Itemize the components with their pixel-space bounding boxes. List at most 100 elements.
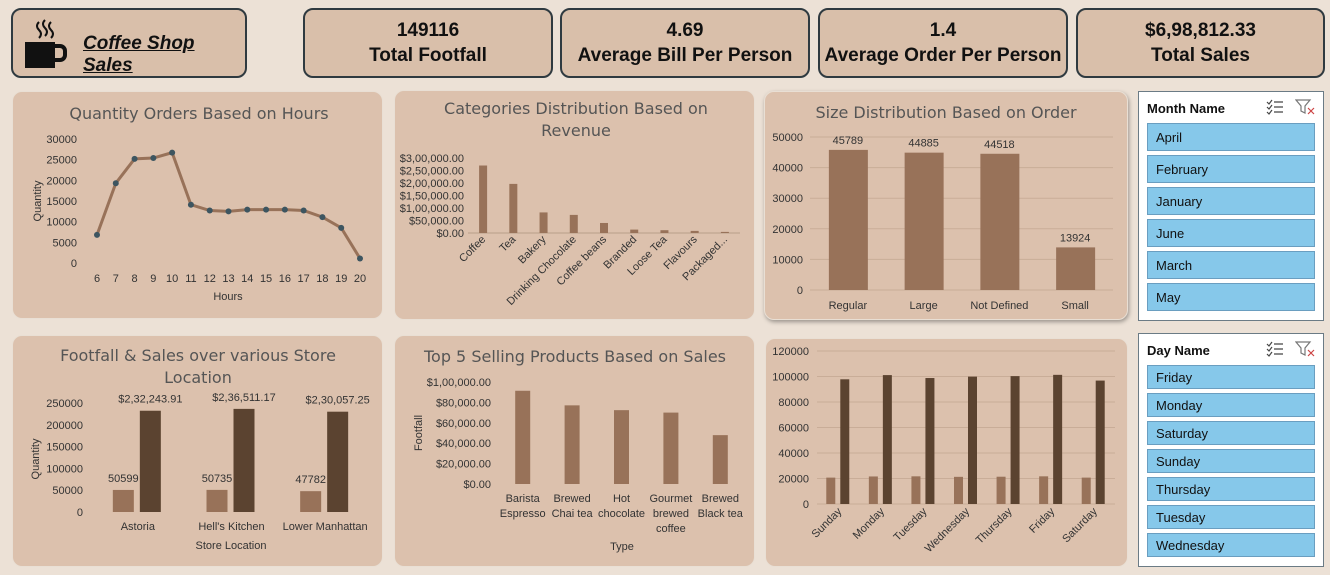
x-tick-label: 14 <box>241 273 253 285</box>
x-tick-label: Espresso <box>500 508 546 520</box>
clear-filter-icon[interactable] <box>1295 340 1315 358</box>
y-tick-label: $2,50,000.00 <box>400 166 464 178</box>
chart-title: Location <box>164 368 232 387</box>
slicer-item[interactable]: Tuesday <box>1147 505 1315 529</box>
y-tick-label: 40000 <box>778 448 809 460</box>
x-tick-label: Black tea <box>698 508 744 520</box>
kpi-card-footfall: 149116 Total Footfall <box>303 8 553 78</box>
x-axis-title: Store Location <box>196 540 267 552</box>
data-label: $2,32,243.91 <box>118 394 182 406</box>
data-point <box>357 255 363 262</box>
bar <box>614 410 629 484</box>
month-slicer: Month Name April February January June March… <box>1138 91 1324 321</box>
bar <box>233 408 255 512</box>
bar <box>1081 477 1091 504</box>
data-label: 45789 <box>833 135 864 147</box>
data-label: 13924 <box>1060 232 1091 244</box>
y-axis-title: Quantity <box>32 180 44 221</box>
bar <box>112 489 134 512</box>
slicer-item[interactable]: Monday <box>1147 393 1315 417</box>
bar <box>826 477 836 504</box>
stores-bar-chart: Footfall & Sales over various Store Locat… <box>30 346 370 552</box>
chart-title: Top 5 Selling Products Based on Sales <box>423 347 726 366</box>
bar <box>968 376 977 504</box>
day-slicer: Day Name Friday Monday Saturday Sunday Thurs… <box>1138 333 1324 567</box>
slicer-item[interactable]: February <box>1147 155 1315 183</box>
bar <box>300 491 322 512</box>
y-tick-label: 50000 <box>52 485 83 497</box>
chart-panel-hours[interactable]: Quantity Orders Based on Hours 0 5000 10000… <box>12 91 383 319</box>
x-tick-label: Monday <box>851 505 888 542</box>
sizes-bar-chart: Size Distribution Based on Order 0 10000 20… <box>772 103 1113 312</box>
bar <box>327 411 349 512</box>
kpi-card-total-sales: $6,98,812.33 Total Sales <box>1076 8 1325 78</box>
bar <box>720 231 729 233</box>
x-tick-label: Gourmet <box>650 493 693 505</box>
slicer-item[interactable]: Wednesday <box>1147 533 1315 557</box>
data-point <box>338 224 345 231</box>
slicer-item[interactable]: April <box>1147 123 1315 151</box>
slicer-item[interactable]: Saturday <box>1147 421 1315 445</box>
y-tick-label: 0 <box>77 507 83 519</box>
series-line <box>95 150 362 260</box>
y-tick-label: 100000 <box>46 463 83 475</box>
x-tick-label: Tea <box>497 233 519 255</box>
bar <box>828 149 868 290</box>
bar <box>139 410 161 512</box>
multi-select-icon[interactable] <box>1265 98 1285 116</box>
bar <box>980 153 1020 290</box>
x-tick-label: 17 <box>298 273 310 285</box>
multi-select-icon[interactable] <box>1265 340 1285 358</box>
x-tick-label: 6 <box>94 273 100 285</box>
kpi-label: Total Sales <box>1151 45 1250 66</box>
x-tick-label: Brewed <box>702 493 739 505</box>
hours-line-chart: Quantity Orders Based on Hours 0 5000 10000… <box>32 104 366 303</box>
y-axis-title: Quantity <box>30 438 42 479</box>
bar <box>904 152 944 290</box>
clear-filter-icon[interactable] <box>1295 98 1315 116</box>
y-tick-label: 250000 <box>46 398 83 410</box>
slicer-item[interactable]: Friday <box>1147 365 1315 389</box>
x-tick-label: Large <box>910 300 938 312</box>
y-tick-label: 150000 <box>46 442 83 454</box>
x-tick-label: Tuesday <box>892 505 930 543</box>
slicer-item[interactable]: Sunday <box>1147 449 1315 473</box>
bar <box>660 230 669 233</box>
bar <box>1039 476 1049 504</box>
y-tick-label: 20000 <box>46 175 77 187</box>
x-tick-label: Saturday <box>1060 505 1100 545</box>
x-axis-title: Hours <box>213 291 243 303</box>
y-tick-label: 5000 <box>53 237 77 249</box>
chart-panel-stores[interactable]: Footfall & Sales over various Store Locat… <box>12 335 383 567</box>
chart-panel-weekdays[interactable]: 0 20000 40000 60000 80000 100000 120000 Sunday M… <box>765 338 1128 567</box>
kpi-label: Average Order Per Person <box>824 45 1062 66</box>
chart-title: Revenue <box>541 121 611 140</box>
x-tick-label: Regular <box>829 300 868 312</box>
y-tick-label: 20000 <box>772 224 803 236</box>
chart-panel-sizes[interactable]: Size Distribution Based on Order 0 10000 20… <box>764 91 1128 320</box>
x-tick-label: 7 <box>113 273 119 285</box>
bar <box>1056 247 1096 290</box>
slicer-item[interactable]: March <box>1147 251 1315 279</box>
chart-panel-categories[interactable]: Categories Distribution Based on Revenue $… <box>394 90 755 320</box>
slicer-item[interactable]: Thursday <box>1147 477 1315 501</box>
y-tick-label: $60,000.00 <box>436 418 491 430</box>
y-tick-label: 0 <box>803 499 809 511</box>
slicer-item[interactable]: May <box>1147 283 1315 311</box>
x-tick-label: Hell's Kitchen <box>198 521 264 533</box>
kpi-card-avg-bill: 4.69 Average Bill Per Person <box>560 8 810 78</box>
y-tick-label: $40,000.00 <box>436 438 491 450</box>
chart-panel-products[interactable]: Top 5 Selling Products Based on Sales $0.… <box>394 335 755 567</box>
x-tick-label: 9 <box>150 273 156 285</box>
slicer-item[interactable]: June <box>1147 219 1315 247</box>
x-tick-label: chocolate <box>598 508 645 520</box>
kpi-value: 1.4 <box>929 20 957 41</box>
y-tick-label: $1,00,000.00 <box>427 377 491 389</box>
y-tick-label: 10000 <box>772 254 803 266</box>
bar <box>1095 380 1105 504</box>
y-tick-label: 25000 <box>46 155 77 167</box>
chart-title: Size Distribution Based on Order <box>815 103 1076 122</box>
x-tick-label: Barista <box>506 493 541 505</box>
slicer-item[interactable]: January <box>1147 187 1315 215</box>
y-tick-label: 15000 <box>46 196 77 208</box>
